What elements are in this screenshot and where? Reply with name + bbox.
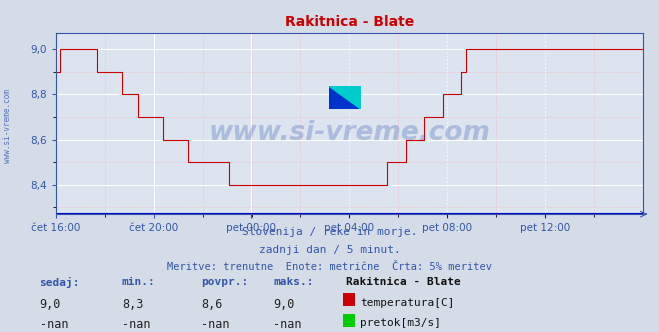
Text: Meritve: trenutne  Enote: metrične  Črta: 5% meritev: Meritve: trenutne Enote: metrične Črta: …: [167, 262, 492, 272]
Text: pretok[m3/s]: pretok[m3/s]: [360, 318, 442, 328]
Bar: [345, 86, 361, 109]
Text: -nan: -nan: [201, 318, 229, 331]
Text: Rakitnica - Blate: Rakitnica - Blate: [346, 277, 461, 287]
Text: povpr.:: povpr.:: [201, 277, 248, 287]
Text: zadnji dan / 5 minut.: zadnji dan / 5 minut.: [258, 245, 401, 255]
Text: www.si-vreme.com: www.si-vreme.com: [3, 89, 13, 163]
Text: temperatura[C]: temperatura[C]: [360, 298, 455, 308]
Text: min.:: min.:: [122, 277, 156, 287]
Text: 9,0: 9,0: [40, 298, 61, 311]
Text: 8,3: 8,3: [122, 298, 143, 311]
Text: Slovenija / reke in morje.: Slovenija / reke in morje.: [242, 227, 417, 237]
Polygon shape: [329, 86, 361, 109]
Text: www.si-vreme.com: www.si-vreme.com: [208, 120, 490, 146]
Text: -nan: -nan: [122, 318, 150, 331]
Text: 9,0: 9,0: [273, 298, 295, 311]
Text: 8,6: 8,6: [201, 298, 222, 311]
Text: -nan: -nan: [40, 318, 68, 331]
Title: Rakitnica - Blate: Rakitnica - Blate: [285, 15, 414, 29]
Text: -nan: -nan: [273, 318, 302, 331]
Polygon shape: [329, 86, 361, 109]
Text: sedaj:: sedaj:: [40, 277, 80, 288]
Text: maks.:: maks.:: [273, 277, 314, 287]
